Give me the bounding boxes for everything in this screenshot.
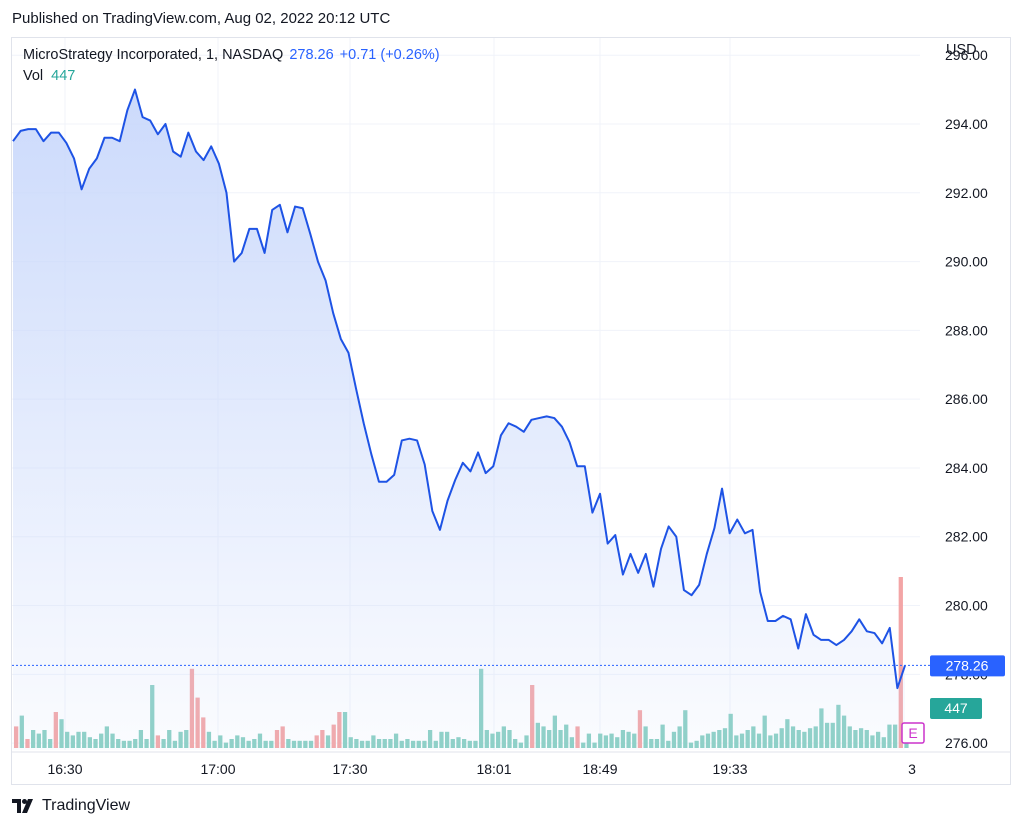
x-tick-label: 17:00 bbox=[200, 761, 235, 777]
currency-label: USD bbox=[946, 42, 977, 58]
y-tick-label: 296.00 bbox=[945, 47, 988, 63]
svg-text:E: E bbox=[908, 725, 917, 741]
svg-text:278.26: 278.26 bbox=[946, 657, 989, 673]
y-tick-label: 282.00 bbox=[945, 529, 988, 545]
footer-brand[interactable]: TradingView bbox=[12, 797, 130, 815]
y-tick-label: 280.00 bbox=[945, 598, 988, 614]
legend-volume-row: Vol 447 bbox=[23, 66, 440, 87]
last-volume-badge: 447 bbox=[930, 698, 982, 719]
brand-name: TradingView bbox=[42, 797, 131, 814]
y-tick-label: 286.00 bbox=[945, 391, 988, 407]
y-tick-label: 294.00 bbox=[945, 116, 988, 132]
volume-bar bbox=[898, 577, 903, 748]
y-tick-label: 276.00 bbox=[945, 735, 988, 751]
chart-frame bbox=[11, 37, 1011, 785]
earnings-marker[interactable]: E bbox=[901, 722, 925, 744]
published-caption: Published on TradingView.com, Aug 02, 20… bbox=[12, 10, 391, 27]
price-area bbox=[13, 89, 905, 751]
x-tick-label: 19:33 bbox=[712, 761, 747, 777]
price-line bbox=[12, 88, 906, 690]
tradingview-logo-icon bbox=[12, 799, 33, 813]
last-price-badge: 278.26 bbox=[930, 655, 1005, 677]
y-tick-label: 288.00 bbox=[945, 322, 988, 338]
volume-value: 447 bbox=[51, 68, 76, 84]
x-tick-label: 18:49 bbox=[582, 761, 617, 777]
legend-price: 278.26 bbox=[289, 47, 334, 63]
y-tick-label: 292.00 bbox=[945, 185, 988, 201]
x-tick-label: 18:01 bbox=[476, 761, 511, 777]
chart-legend: MicroStrategy Incorporated, 1, NASDAQ 278… bbox=[23, 45, 440, 87]
x-tick-label: 16:30 bbox=[47, 761, 82, 777]
legend-change: +0.71 (+0.26%) bbox=[339, 47, 440, 63]
time-axis[interactable]: 16:30 17:00 17:30 18:01 18:49 19:33 3 bbox=[12, 751, 1010, 777]
volume-label: Vol bbox=[23, 68, 44, 84]
y-tick-label: 290.00 bbox=[945, 254, 988, 270]
x-tick-label: 3 bbox=[908, 761, 916, 777]
legend-symbol-row: MicroStrategy Incorporated, 1, NASDAQ 278… bbox=[23, 45, 440, 66]
x-tick-label: 17:30 bbox=[332, 761, 367, 777]
price-axis[interactable]: 296.00 294.00 292.00 290.00 288.00 286.00 284.… bbox=[945, 47, 988, 751]
svg-text:447: 447 bbox=[944, 700, 968, 716]
symbol-name: MicroStrategy Incorporated, 1, NASDAQ bbox=[23, 47, 284, 63]
y-tick-label: 284.00 bbox=[945, 460, 988, 476]
